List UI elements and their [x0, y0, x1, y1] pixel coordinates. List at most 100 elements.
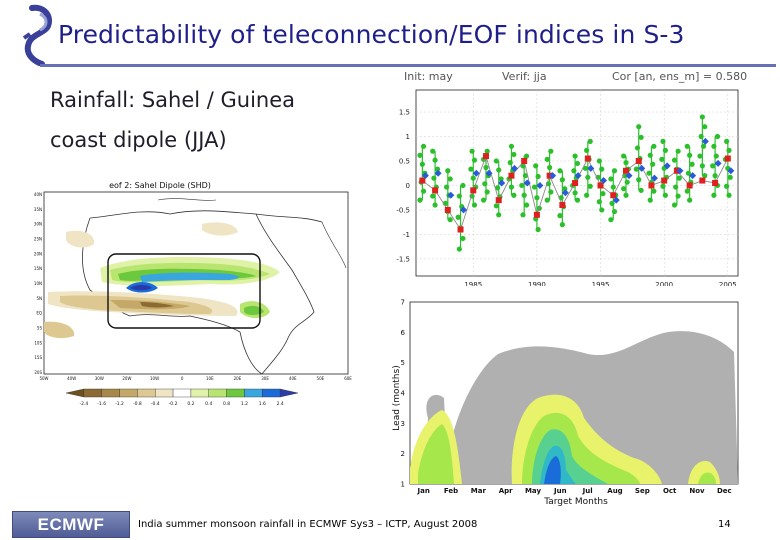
hm-x-tick-label: Dec	[717, 487, 732, 495]
map-lon-label: 20W	[122, 376, 131, 381]
ts-observed-point	[495, 197, 502, 204]
ts-member-dot	[544, 156, 550, 162]
ts-member-dot	[700, 143, 707, 149]
colorbar-label: -2.4	[79, 401, 88, 407]
ts-observed-point	[661, 177, 668, 184]
ts-member-dot	[713, 153, 719, 159]
index-timeseries-chart: Init: may Verif: jja Cor [an, ens_m] = 0…	[396, 70, 747, 286]
ts-member-dot	[559, 177, 565, 183]
colorbar-label: 0.2	[187, 401, 194, 407]
ts-x-tick-label: 1985	[464, 281, 482, 286]
ts-ensemble-mean-point	[650, 174, 658, 182]
ts-data-marks	[417, 114, 735, 252]
hm-xlabel: Target Months	[543, 497, 608, 507]
ts-member-dot	[493, 203, 499, 209]
ts-member-dot	[623, 192, 629, 198]
ts-member-dot	[460, 182, 466, 189]
ts-member-dot	[508, 184, 515, 190]
colorbar-label: 2.4	[277, 401, 284, 407]
ts-member-dot	[431, 175, 437, 181]
colorbar-swatch	[262, 388, 281, 398]
map-lat-label: 15S	[34, 355, 42, 360]
ts-member-dot	[444, 184, 450, 190]
ts-member-dot	[659, 156, 665, 162]
ts-member-dot	[511, 192, 517, 198]
colorbar-swatch	[83, 388, 102, 398]
ts-member-dot	[572, 190, 578, 196]
map-lon-label: 30E	[261, 376, 269, 381]
colorbar-label: -0.8	[133, 401, 142, 407]
ts-member-dot	[483, 164, 489, 171]
ts-member-dot	[482, 181, 488, 187]
ts-member-dot	[726, 147, 732, 153]
ts-observed-point	[559, 202, 566, 209]
title-divider	[40, 64, 776, 67]
ts-ensemble-mean-point	[612, 196, 620, 204]
map-lat-label: 5N	[36, 296, 42, 301]
map-colorbar: -2.4 -1.6 -1.2 -0.8 -0.4 -0.2 0.2 0.4 0.8 1.2 1.6 2…	[65, 388, 299, 407]
ts-member-dot	[547, 164, 553, 171]
ts-member-dot	[430, 148, 436, 154]
ts-member-dot	[660, 138, 666, 144]
ts-title-verif: Verif: jja	[502, 70, 547, 83]
ts-member-dot	[496, 167, 502, 173]
ts-x-tick-label: 2000	[655, 281, 673, 286]
colorbar-label: 1.2	[241, 401, 248, 407]
ecmwf-footer-logo: ECMWF	[12, 511, 130, 538]
ts-member-dot	[557, 168, 563, 174]
hm-x-tick-label: Feb	[444, 487, 458, 495]
ts-ensemble-mean-point	[663, 162, 671, 170]
ts-member-dot	[673, 184, 679, 190]
ts-y-tick-label: 0	[406, 182, 410, 190]
ts-member-dot	[651, 188, 657, 194]
ts-member-dot	[523, 202, 530, 208]
ts-ensemble-mean-point	[625, 172, 633, 180]
ts-member-dot	[445, 168, 451, 174]
colorbar-swatch	[155, 388, 174, 398]
ts-member-dot	[455, 214, 461, 220]
ts-ensemble-mean-point	[421, 172, 429, 180]
ts-member-dot	[447, 176, 453, 182]
ts-member-dot	[520, 163, 526, 169]
ts-member-dot	[621, 186, 627, 192]
hm-x-tick-label: Aug	[607, 487, 622, 495]
ts-observed-point	[521, 157, 528, 164]
ts-ensemble-mean-point	[536, 181, 544, 189]
ts-ensemble-mean-point	[600, 177, 608, 185]
ts-member-dot	[699, 163, 705, 169]
slide-title: Predictability of teleconnection/EOF ind…	[58, 20, 685, 49]
ts-member-dot	[623, 160, 629, 166]
hm-y-tick-label: 6	[401, 329, 406, 337]
hm-x-tick-label: Nov	[689, 487, 705, 495]
colorbar-swatch	[137, 388, 156, 398]
colorbar-label: 0.8	[223, 401, 230, 407]
colorbar-label: 0.4	[205, 401, 212, 407]
ts-ensemble-mean-point	[561, 189, 569, 197]
ts-member-dot	[622, 173, 628, 179]
map-lat-label: 20N	[34, 251, 42, 256]
map-lat-label: 30N	[34, 222, 42, 227]
ts-observed-point	[508, 172, 515, 179]
hm-x-tick-label: Apr	[499, 487, 513, 495]
hm-x-tick-label: May	[525, 487, 541, 495]
hm-ylabel: Lead (months)	[392, 365, 402, 430]
ts-member-dot	[535, 226, 541, 233]
hm-x-tick-label: Jul	[582, 487, 593, 495]
ts-member-dot	[534, 195, 540, 201]
ts-member-dot	[484, 148, 490, 154]
hm-skill-fields	[410, 331, 738, 484]
ts-ensemble-mean-point	[498, 179, 506, 187]
ts-member-dot	[533, 163, 539, 169]
ts-member-dot	[711, 143, 717, 149]
ts-x-tick-label: 1995	[592, 281, 610, 286]
map-lat-label: 25N	[34, 237, 42, 242]
ecmwf-swirl-logo	[22, 4, 52, 66]
hm-y-tick-label: 1	[401, 481, 405, 489]
colorbar-swatch	[279, 388, 299, 398]
footer-logo-text: ECMWF	[37, 514, 105, 534]
map-latitude-labels: 40N 35N 30N 25N 20N 15N 10N 5N EQ 5S 10S 15S 20S	[34, 192, 43, 375]
ts-ensemble-mean-point	[727, 167, 735, 175]
map-lon-label: 10W	[150, 376, 159, 381]
subtitle-line-2: coast dipole (JJA)	[50, 128, 227, 152]
ts-x-tick-label: 1990	[528, 281, 546, 286]
